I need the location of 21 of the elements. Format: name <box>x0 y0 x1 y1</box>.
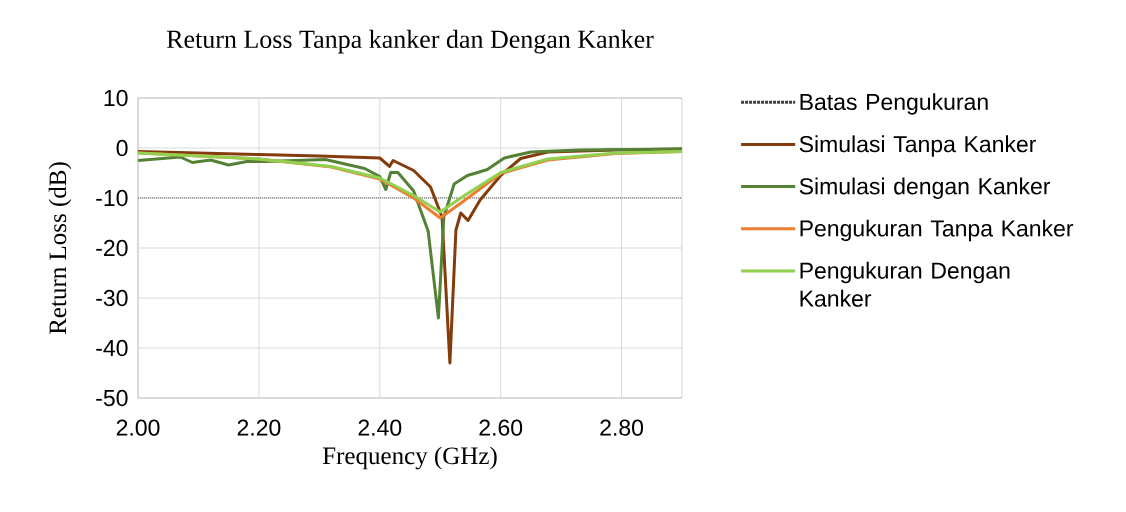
x-tick-label: 2.60 <box>479 419 523 436</box>
y-tick-label: -50 <box>96 389 128 407</box>
legend-label: Simulasi dengan Kanker <box>799 177 1051 199</box>
y-tick-label: 10 <box>104 89 128 107</box>
y-tick-label: -10 <box>96 189 128 207</box>
chart-title: Return Loss Tanpa kanker dan Dengan Kanker <box>166 29 654 54</box>
y-tick-label: -30 <box>96 289 128 307</box>
y-tick-label: -40 <box>96 339 128 357</box>
legend-label: Pengukuran Dengan Kanker <box>800 261 1010 307</box>
x-axis-title: Frequency (GHz) <box>322 446 497 470</box>
x-tick-label: 2.00 <box>116 419 160 436</box>
legend-label: Simulasi Tanpa Kanker <box>799 135 1036 157</box>
y-tick-label: -20 <box>96 239 128 257</box>
line-series <box>138 147 682 320</box>
x-tick-label: 2.80 <box>600 419 644 436</box>
x-tick-label: 2.40 <box>358 419 402 436</box>
y-axis-title: Return Loss (dB) <box>48 162 72 335</box>
y-tick-label: 0 <box>116 139 128 157</box>
legend-label: Pengukuran Tanpa Kanker <box>800 219 1074 242</box>
x-tick-label: 2.20 <box>237 419 281 436</box>
legend-label: Batas Pengukuran <box>800 93 988 115</box>
